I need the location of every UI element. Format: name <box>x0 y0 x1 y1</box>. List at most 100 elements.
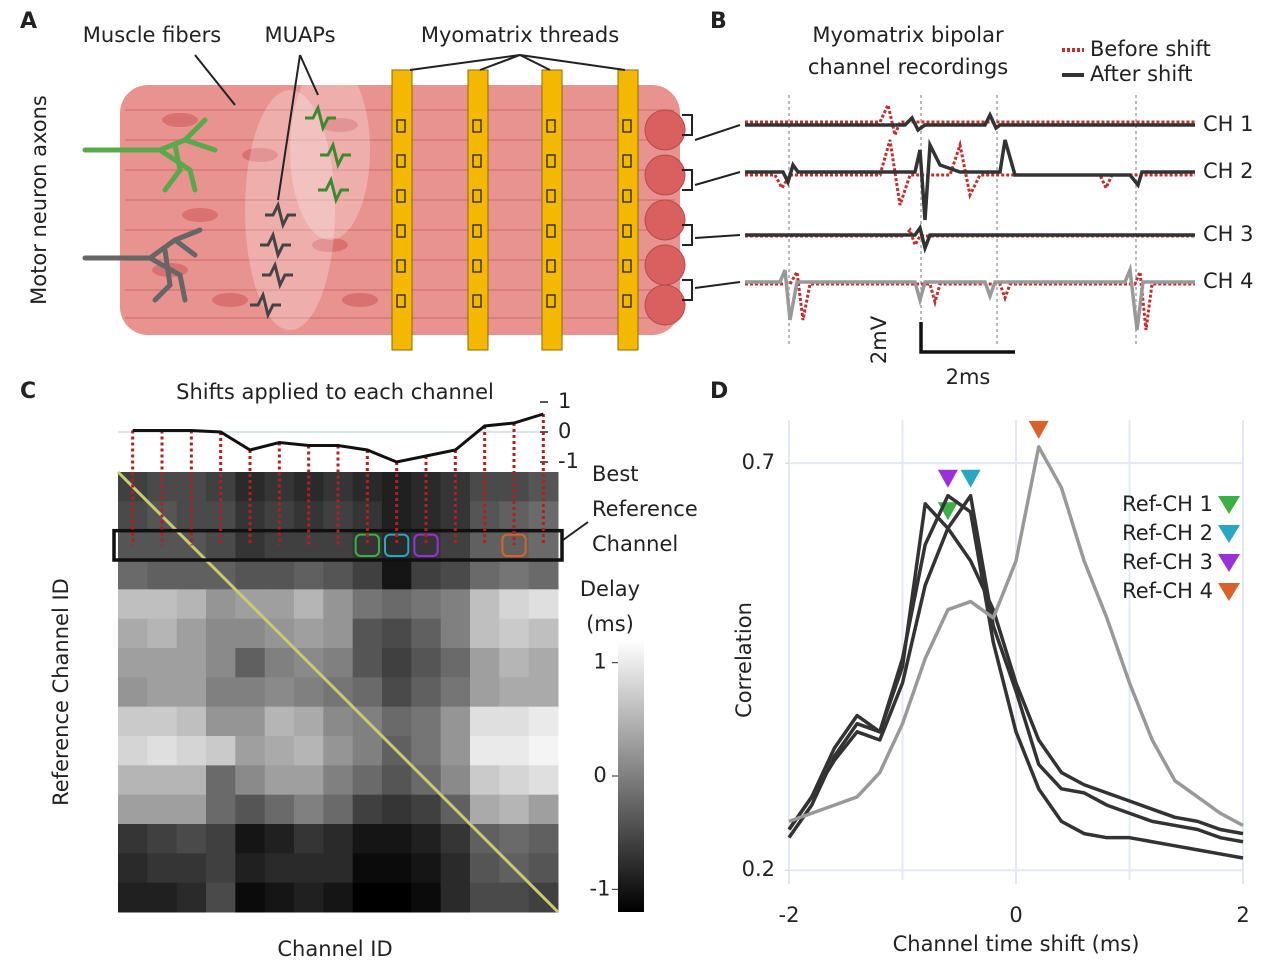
heatmap-cell <box>294 883 324 913</box>
heatmap-cell <box>499 795 529 825</box>
heatmap-cell <box>411 619 441 649</box>
legend-label: Ref-CH 4 <box>1122 579 1213 603</box>
panel-label: A <box>20 9 37 34</box>
shift-tick-label: 0 <box>558 419 571 443</box>
heatmap-cell <box>411 560 441 590</box>
x-label: Channel ID <box>277 937 392 961</box>
heatmap-cell <box>323 853 353 883</box>
channel-label: CH 1 <box>1203 112 1254 136</box>
heatmap-cell <box>265 824 295 854</box>
channel-label: CH 2 <box>1203 159 1254 183</box>
heatmap-cell <box>441 619 471 649</box>
heatmap-cell <box>147 765 177 795</box>
label: Myomatrix threads <box>421 23 619 47</box>
heatmap-cell <box>118 677 148 707</box>
heatmap-cell <box>470 648 500 678</box>
heatmap-cell <box>353 619 383 649</box>
channel-label: CH 3 <box>1203 222 1254 246</box>
heatmap-cell <box>177 589 207 619</box>
heatmap-cell <box>118 589 148 619</box>
heatmap-cell <box>294 531 324 561</box>
heatmap-cell <box>235 883 265 913</box>
heatmap-cell <box>499 589 529 619</box>
y-tick-label: 0.2 <box>742 857 775 881</box>
heatmap-cell <box>441 677 471 707</box>
heatmap-cell <box>265 648 295 678</box>
traces <box>682 95 1195 352</box>
heatmap-cell <box>499 619 529 649</box>
heatmap-cell <box>382 648 412 678</box>
x-tick-label: 0 <box>1009 903 1022 927</box>
legend-label: Before shift <box>1090 37 1211 61</box>
heatmap-cell <box>470 677 500 707</box>
heatmap-cell <box>206 853 236 883</box>
title: Myomatrix bipolar <box>812 23 1004 47</box>
heatmap-cell <box>206 677 236 707</box>
heatmap-cell <box>265 736 295 766</box>
heatmap-cell <box>265 765 295 795</box>
heatmap-cell <box>499 648 529 678</box>
heatmap-cell <box>294 619 324 649</box>
heatmap-cell <box>206 883 236 913</box>
shift-tick-label: 1 <box>558 389 571 413</box>
heatmap-cell <box>529 795 559 825</box>
heatmap-cell <box>294 824 324 854</box>
heatmap-cell <box>382 560 412 590</box>
heatmap-cell <box>235 765 265 795</box>
heatmap-cell <box>147 589 177 619</box>
heatmap-cell <box>499 560 529 590</box>
annotation: Best <box>592 462 639 486</box>
heatmap-cell <box>441 648 471 678</box>
heatmap-cell <box>235 677 265 707</box>
legend-label: After shift <box>1090 62 1192 86</box>
colorbar <box>618 640 644 912</box>
heatmap-cell <box>382 765 412 795</box>
heatmap-cell <box>118 707 148 737</box>
panel-label: B <box>710 9 727 34</box>
peak-marker <box>1029 421 1049 439</box>
heatmap-cell <box>353 883 383 913</box>
heatmap-cell <box>235 795 265 825</box>
heatmap-cell <box>529 707 559 737</box>
heatmap-cell <box>235 853 265 883</box>
heatmap-cell <box>323 765 353 795</box>
heatmap-cell <box>265 795 295 825</box>
heatmap-cell <box>529 677 559 707</box>
heatmap-cell <box>529 619 559 649</box>
legend-marker <box>1218 583 1240 601</box>
colorbar-tick-label: -1 <box>590 876 611 900</box>
heatmap-cell <box>294 765 324 795</box>
heatmap-cell <box>235 707 265 737</box>
heatmap-cell <box>177 853 207 883</box>
heatmap-cell <box>529 648 559 678</box>
peak-marker <box>938 470 958 488</box>
scale-label: 2mV <box>867 315 891 364</box>
colorbar-tick-label: 1 <box>593 650 606 674</box>
heatmap-cell <box>323 707 353 737</box>
arrow <box>563 522 588 540</box>
heatmap-cell <box>411 853 441 883</box>
heatmap-cell <box>470 589 500 619</box>
heatmap-cell <box>118 736 148 766</box>
heatmap-cell <box>323 795 353 825</box>
heatmap-cell <box>411 677 441 707</box>
heatmap-cell <box>529 589 559 619</box>
heatmap-cell <box>470 883 500 913</box>
title: channel recordings <box>808 55 1008 79</box>
heatmap-cell <box>382 677 412 707</box>
heatmap-cell <box>499 707 529 737</box>
heatmap-cell <box>353 765 383 795</box>
title: Shifts applied to each channel <box>176 380 494 404</box>
heatmap-cell <box>529 824 559 854</box>
heatmap-cell <box>411 795 441 825</box>
heatmap-cell <box>147 853 177 883</box>
heatmap-cell <box>323 560 353 590</box>
heatmap-cell <box>118 853 148 883</box>
heatmap-cell <box>265 707 295 737</box>
heatmap-cell <box>206 765 236 795</box>
heatmap-cell <box>441 560 471 590</box>
heatmap-cell <box>265 560 295 590</box>
heatmap-cell <box>499 824 529 854</box>
heatmap-cell <box>470 736 500 766</box>
heatmap-cell <box>294 707 324 737</box>
